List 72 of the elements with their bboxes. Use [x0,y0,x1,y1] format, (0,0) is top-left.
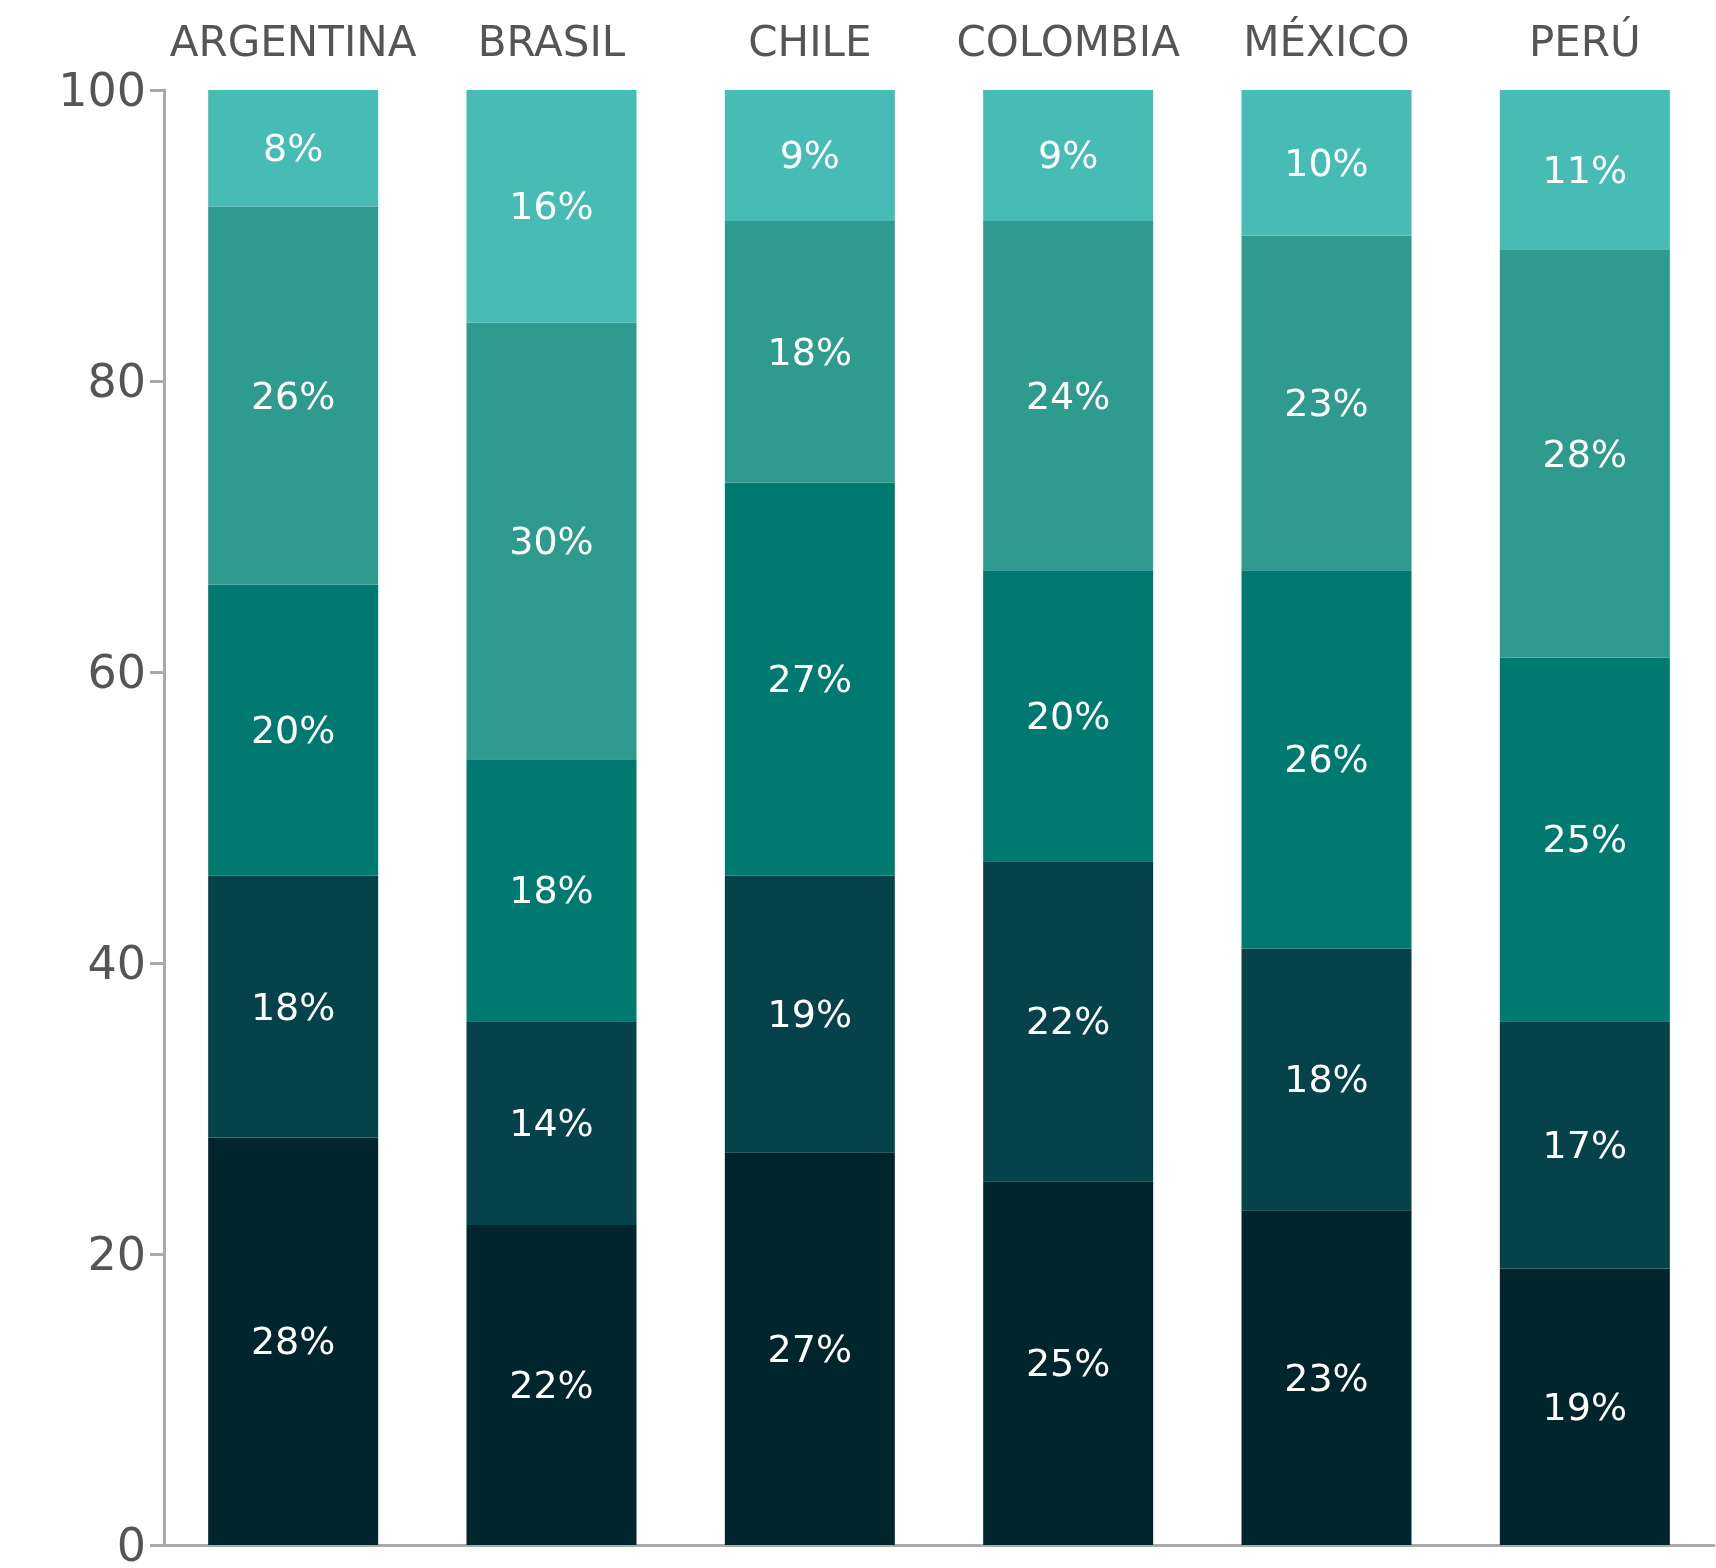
data-label: 20% [1025,693,1111,738]
bar [724,90,895,221]
bar [724,482,895,876]
data-label: 18% [250,984,336,1029]
data-label: 10% [1284,140,1369,185]
bar [1241,1210,1412,1545]
bar [983,1181,1154,1545]
y-tick-label: 40 [87,936,146,990]
bar [1499,250,1670,658]
data-label: 28% [250,1319,336,1364]
data-label: 18% [767,329,853,374]
bar [983,220,1154,571]
data-label: 26% [250,373,336,418]
data-label: 28% [1542,431,1628,476]
bar [983,90,1154,221]
bar [208,584,379,876]
bar [1499,90,1670,251]
data-label: 16% [509,184,594,229]
y-tick-label: 60 [87,645,146,699]
y-tick-label: 100 [58,63,146,117]
bar [208,206,379,585]
bar [466,1224,637,1545]
bar [1241,570,1412,949]
bar [724,1152,895,1545]
bar [208,875,379,1138]
bar [466,90,637,323]
bar [724,875,895,1153]
data-label: 18% [509,868,594,913]
y-tick-label: 0 [116,1518,146,1568]
bar [983,861,1154,1182]
data-label: 18% [1284,1057,1369,1102]
data-label: 9% [779,133,840,178]
data-label: 14% [509,1101,594,1146]
data-label: 20% [250,708,336,753]
bar [1241,948,1412,1211]
bar [1241,90,1412,236]
data-label: 17% [1542,1122,1628,1167]
data-label: 25% [1025,1341,1111,1386]
y-tick-label: 20 [87,1227,146,1281]
data-label: 8% [263,126,324,171]
bar [1499,1268,1670,1545]
bar [724,220,895,483]
bar [1499,1021,1670,1269]
data-label: 22% [1025,999,1111,1044]
data-label: 19% [767,991,853,1036]
data-label: 23% [1284,380,1369,425]
data-label: 23% [1284,1355,1369,1400]
bar [466,322,637,760]
data-label: 24% [1025,373,1111,418]
bar [466,1021,637,1225]
x-tick-label: BRASIL [477,16,626,66]
x-tick-label: PERÚ [1528,15,1641,66]
y-tick-label: 80 [87,354,146,408]
bar [983,570,1154,862]
data-label: 26% [1284,737,1369,782]
x-tick-label: COLOMBIA [956,16,1181,66]
bar [208,1137,379,1545]
data-label: 27% [767,657,853,702]
data-label: 9% [1038,133,1099,178]
bar [1241,235,1412,571]
data-label: 27% [767,1326,853,1371]
bar [466,759,637,1022]
data-label: 19% [1542,1384,1628,1429]
bar [1499,657,1670,1022]
data-label: 11% [1542,148,1628,193]
x-tick-label: MÉXICO [1243,15,1410,66]
x-tick-label: ARGENTINA [169,16,417,66]
x-tick-label: CHILE [748,16,872,66]
data-label: 22% [509,1362,594,1407]
bar [208,90,379,207]
data-label: 25% [1542,817,1628,862]
data-label: 30% [509,519,594,564]
